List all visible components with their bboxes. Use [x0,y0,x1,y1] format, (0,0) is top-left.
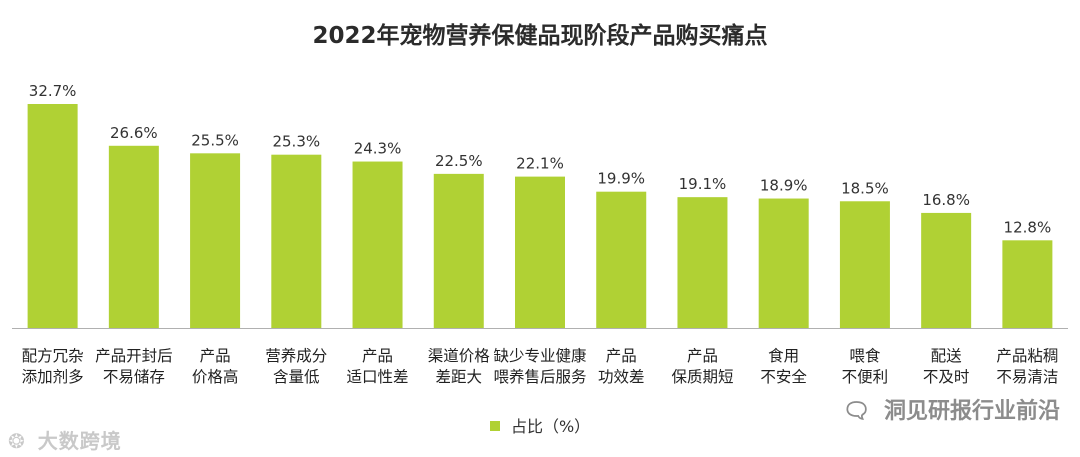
bar-value-label: 19.9% [597,170,645,188]
category-label: 营养成分 [265,347,327,365]
bar-12 [921,212,972,328]
watermark-right: 🗨 洞见研报行业前沿 [842,393,1060,425]
bar-value-label: 25.5% [191,131,239,149]
category-label: 配方冗杂 [22,347,84,365]
category-label: 渠道价格 [428,347,491,365]
bar-6 [433,173,484,328]
bar-value-label: 24.3% [354,140,402,158]
bar-9 [677,197,728,328]
category-label: 产品开封后 [95,347,173,365]
logo-icon: ❂ [8,429,26,453]
category-label: 配送 [931,347,963,365]
bar-2 [108,145,159,328]
category-label: 产品 [687,347,718,365]
watermark-left-text: 大数跨境 [37,429,122,453]
category-label: 保质期短 [671,368,733,386]
category-label: 不及时 [923,368,970,386]
bar-value-label: 19.1% [679,175,727,193]
value-labels-layer: 32.7% 26.6% 25.5% 25.3% 24.3% 22.5% 22.1% 19.9%… [29,82,1051,236]
wechat-icon: 🗨 [842,399,871,424]
category-label: 食用 [768,347,799,365]
watermark-left: ❂ 大数跨境 [8,425,122,454]
category-label: 差距大 [436,368,483,386]
category-label: 喂养售后服务 [493,368,586,386]
bar-value-label: 18.9% [760,177,808,195]
category-label: 产品 [200,347,231,365]
category-label: 产品 [606,347,637,365]
bar-value-label: 22.1% [516,155,564,173]
legend: 占比（%） [0,413,1080,437]
bar-value-label: 25.3% [272,133,320,151]
bar-5 [352,161,403,328]
category-label: 价格高 [192,368,239,386]
category-label: 缺少专业健康 [493,347,586,365]
bar-3 [190,153,241,328]
bar-value-label: 12.8% [1004,218,1052,236]
bar-11 [839,201,890,328]
bar-value-label: 18.5% [841,179,889,197]
category-label: 产品粘稠 [996,347,1058,365]
bar-4 [271,154,322,328]
category-label: 不易清洁 [996,368,1058,386]
chart-title: 2022年宠物营养保健品现阶段产品购买痛点 [312,23,768,49]
bar-value-label: 22.5% [435,152,483,170]
bars-layer [27,104,1053,328]
category-label: 适口性差 [347,368,409,386]
bar-value-label: 26.6% [110,124,158,142]
category-label: 不便利 [842,368,889,386]
bar-1 [27,104,78,328]
bar-value-label: 32.7% [29,82,77,100]
legend-label: 占比（%） [510,417,591,436]
category-label: 不安全 [760,368,807,386]
bar-7 [515,176,565,328]
bar-10 [758,198,809,328]
category-label: 喂食 [849,347,881,365]
category-label: 功效差 [598,368,645,386]
category-label: 不易储存 [103,368,165,386]
bar-value-label: 16.8% [922,191,970,209]
bar-8 [596,191,647,328]
bar-13 [1002,240,1053,328]
category-label: 产品 [362,347,393,365]
legend-swatch [489,421,500,431]
category-label: 含量低 [273,368,320,386]
category-label: 添加剂多 [22,368,84,386]
watermark-right-text: 洞见研报行业前沿 [883,399,1060,424]
